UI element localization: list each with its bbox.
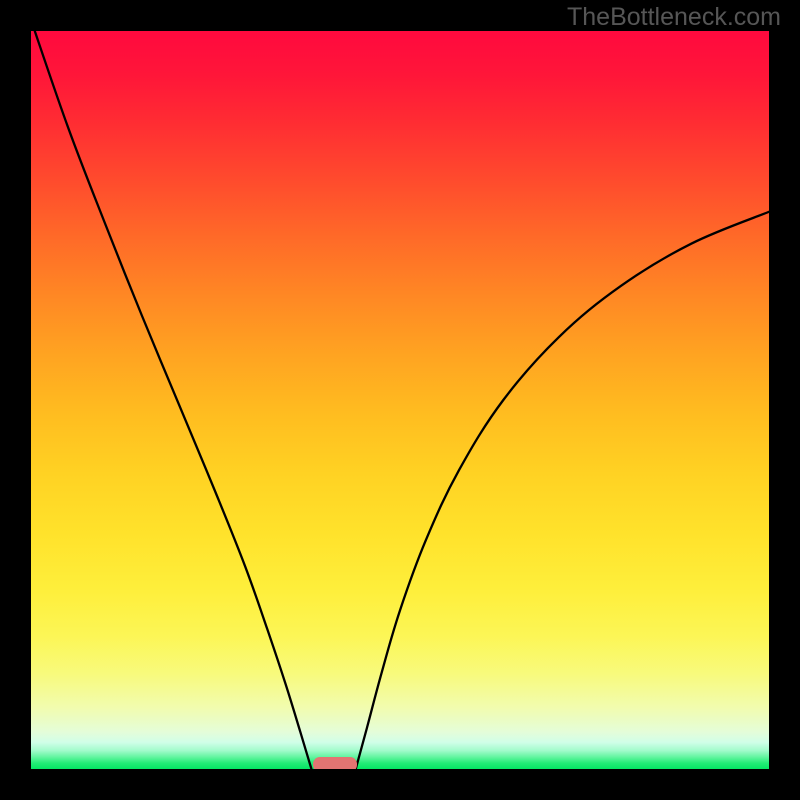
bottleneck-curve [31, 31, 769, 769]
plot-area [31, 31, 769, 769]
minimum-marker [313, 757, 357, 769]
watermark-text: TheBottleneck.com [567, 3, 781, 32]
